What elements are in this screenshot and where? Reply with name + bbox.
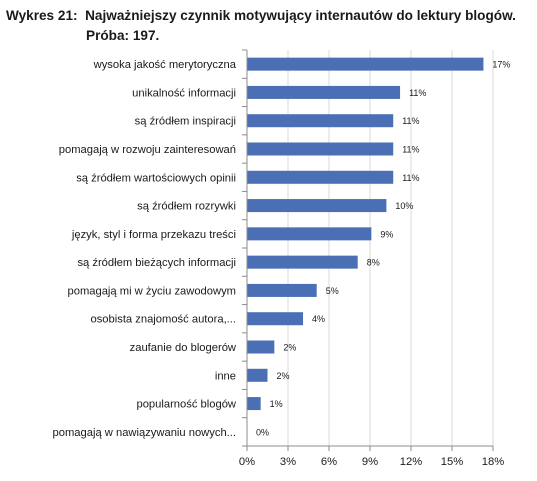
- bar: [247, 227, 372, 241]
- bar: [247, 199, 387, 213]
- figure-title: Najważniejszy czynnik motywujący interna…: [85, 8, 516, 23]
- bar: [247, 255, 358, 269]
- bar: [247, 340, 275, 354]
- chart-title: Wykres 21: Najważniejszy czynnik motywuj…: [6, 6, 531, 46]
- category-label: są źródłem inspiracji: [135, 116, 236, 128]
- category-label: są źródłem wartościowych opinii: [76, 172, 236, 184]
- figure-label: Wykres 21:: [6, 8, 78, 23]
- data-label: 11%: [409, 88, 426, 98]
- category-label: pomagają w nawiązywaniu nowych...: [53, 427, 236, 439]
- data-label: 10%: [395, 201, 413, 211]
- category-label: pomagają mi w życiu zawodowym: [68, 285, 237, 297]
- bar: [247, 283, 317, 297]
- category-label: unikalność informacji: [132, 87, 236, 99]
- data-label: 2%: [277, 371, 290, 381]
- sample-size: Próba: 197.: [86, 28, 160, 43]
- category-label: zaufanie do blogerów: [130, 342, 237, 354]
- bar: [247, 312, 304, 326]
- bar: [247, 142, 394, 156]
- category-label: inne: [215, 370, 236, 382]
- bar: [247, 85, 401, 99]
- category-label: są źródłem rozrywki: [137, 201, 236, 213]
- data-label: 0%: [256, 427, 269, 437]
- category-label: popularność blogów: [136, 399, 236, 411]
- data-label: 5%: [326, 286, 339, 296]
- x-tick-label: 9%: [362, 456, 378, 468]
- data-label: 2%: [283, 343, 296, 353]
- data-label: 1%: [270, 399, 283, 409]
- x-tick-label: 15%: [441, 456, 463, 468]
- category-label: język, styl i forma przekazu treści: [71, 229, 236, 241]
- x-tick-label: 6%: [321, 456, 337, 468]
- x-tick-label: 12%: [400, 456, 422, 468]
- category-label: wysoka jakość merytoryczna: [93, 59, 237, 71]
- bar: [247, 170, 394, 184]
- category-label: pomagają w rozwoju zainteresowań: [59, 144, 236, 156]
- bar: [247, 114, 394, 128]
- data-label: 11%: [402, 116, 419, 126]
- data-label: 17%: [492, 60, 510, 70]
- data-label: 11%: [402, 173, 419, 183]
- category-label: osobista znajomość autora,...: [90, 314, 236, 326]
- x-tick-label: 0%: [239, 456, 255, 468]
- x-tick-label: 18%: [482, 456, 504, 468]
- data-label: 8%: [367, 258, 380, 268]
- data-label: 9%: [380, 229, 393, 239]
- bar: [247, 397, 261, 411]
- bar: [247, 368, 268, 382]
- x-tick-label: 3%: [280, 456, 296, 468]
- data-label: 11%: [402, 145, 419, 155]
- bar: [247, 57, 484, 71]
- data-label: 4%: [312, 314, 325, 324]
- category-label: są źródłem bieżących informacji: [77, 257, 236, 269]
